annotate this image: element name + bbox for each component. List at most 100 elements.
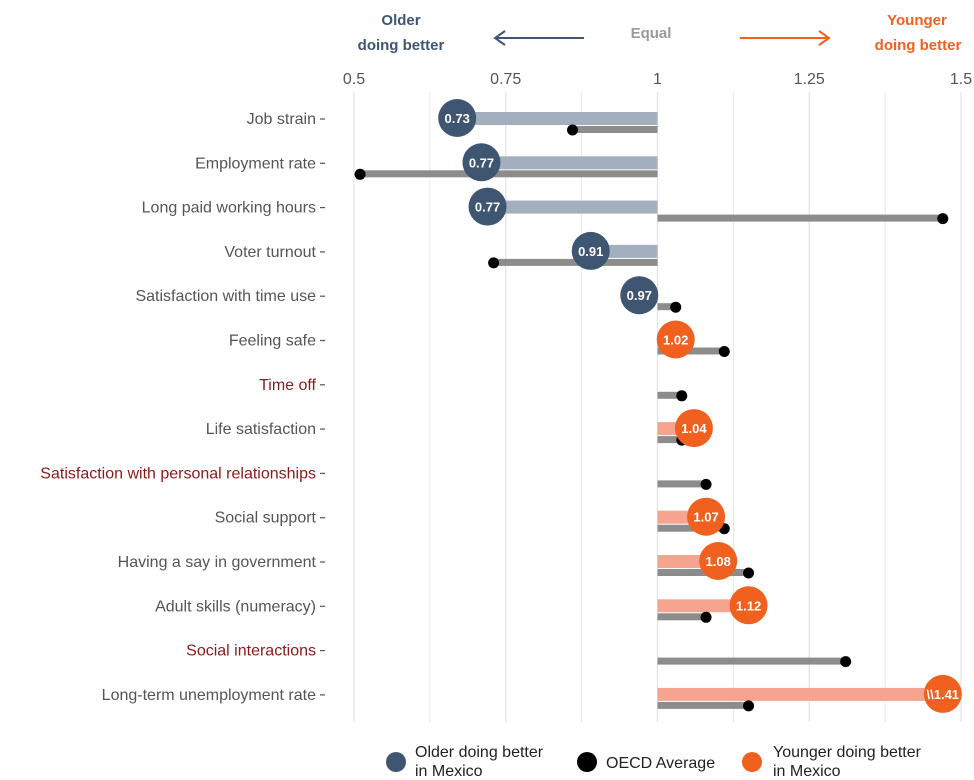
oecd-point [840,656,852,668]
legend-older-marker [386,752,406,772]
category-row: Long-term unemployment rate \\1.41 [102,674,962,713]
category-label: Long paid working hours [142,200,316,217]
mexico-point [462,143,501,182]
header-younger-line2: doing better [875,37,962,54]
oecd-bar [657,569,749,576]
mexico-value-label: 1.08 [706,554,731,569]
mexico-value-label: 1.07 [693,510,718,525]
category-row: Social interactions [186,643,852,668]
mexico-point [729,586,768,625]
oecd-point [937,213,949,225]
mexico-value-label: 0.97 [627,288,652,303]
category-row: Job strain 0.73 [247,99,658,137]
mexico-point [687,497,726,536]
grid [353,92,962,722]
category-label: Social support [215,510,317,527]
oecd-bar [657,657,846,665]
mexico-point [923,674,962,713]
oecd-point [743,700,755,712]
oecd-bar [657,524,725,532]
mexico-value-label: 0.91 [578,244,603,259]
legend-younger-marker [742,752,762,772]
category-label: Social interactions [186,643,316,660]
category-label: Long-term unemployment rate [102,687,316,704]
mexico-point [656,320,695,359]
legend-oecd-marker [577,752,597,772]
mexico-value-label: 1.02 [663,333,688,348]
oecd-bar [657,303,676,311]
category-row: Satisfaction with personal relationships [40,465,712,490]
left-arrow-icon [493,30,506,46]
mexico-value-label: 0.77 [469,155,494,170]
legend-younger-line2: in Mexico [773,763,841,780]
legend-oecd-label: OECD Average [606,755,715,772]
oecd-bar [657,613,707,621]
legend-younger-line1: Younger doing better [773,744,922,761]
oecd-point [567,124,579,136]
legend-older-line1: Older doing better [415,744,544,761]
category-row: Having a say in government 1.08 [118,542,755,580]
x-axis-ticks: 0.5 0.75 1 1.25 1.5 [343,71,972,88]
oecd-bar [657,391,682,399]
category-label: Job strain [247,111,316,128]
header-younger-line1: Younger [887,12,947,29]
category-row: Life satisfaction 1.04 [206,409,713,448]
header-older-line2: doing better [358,37,445,54]
category-row: Time off [259,377,688,402]
mexico-value-label: 1.04 [681,421,707,436]
x-tick-label: 1.25 [794,71,825,88]
category-label: Having a say in government [118,554,317,571]
mexico-point [438,99,477,137]
mexico-value-label: \\1.41 [927,687,960,702]
category-label: Employment rate [195,155,316,172]
mexico-point [571,231,610,270]
mexico-bar [457,112,658,125]
mexico-point [468,187,507,226]
category-row: Social support 1.07 [215,497,730,536]
category-row: Adult skills (numeracy) 1.12 [155,586,768,625]
category-row: Employment rate 0.77 [195,143,658,182]
category-row: Satisfaction with time use 0.97 [135,276,682,315]
mexico-bar [487,200,658,214]
oecd-bar [493,258,658,266]
category-label: Feeling safe [229,333,316,350]
x-tick-label: 1.5 [950,71,972,88]
x-tick-label: 0.5 [343,71,365,88]
header: Older doing better Equal Younger doing b… [358,12,962,54]
oecd-point [670,301,682,313]
mexico-value-label: 0.77 [475,200,500,215]
oecd-bar [657,701,749,709]
mexico-bar [657,599,749,613]
oecd-point [700,478,712,490]
x-tick-label: 1 [653,71,662,88]
oecd-point [700,611,712,623]
category-label: Adult skills (numeracy) [155,598,316,615]
category-label: Satisfaction with time use [135,288,316,305]
x-tick-label: 0.75 [490,71,521,88]
mexico-point [620,276,659,315]
mexico-value-label: 1.12 [736,598,761,613]
mexico-bar [657,687,943,701]
oecd-bar [657,480,707,488]
legend-older-line2: in Mexico [415,763,483,780]
mexico-bar [481,156,658,170]
oecd-bar [360,170,658,178]
oecd-bar [657,214,943,222]
mexico-point [674,409,713,448]
category-row: Feeling safe 1.02 [229,320,730,359]
oecd-point [676,390,688,402]
category-label: Life satisfaction [206,421,316,438]
oecd-point [354,168,366,180]
category-label: Time off [259,377,316,394]
mexico-point [699,542,738,580]
oecd-bar [657,436,682,444]
oecd-point [718,346,730,357]
header-older-line1: Older [381,12,420,29]
category-label: Satisfaction with personal relationships [40,465,316,482]
category-row: Long paid working hours 0.77 [142,187,949,226]
right-arrow-icon [818,30,831,46]
oecd-bar [572,126,658,133]
category-row: Voter turnout 0.91 [224,231,658,270]
